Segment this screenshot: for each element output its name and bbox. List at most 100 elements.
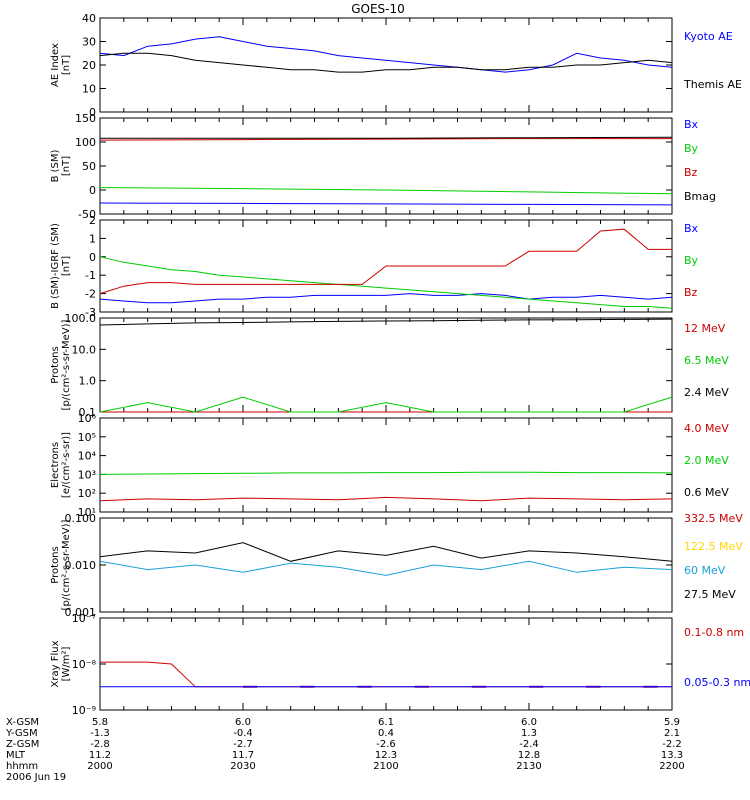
ytick-label: 30 <box>82 36 96 49</box>
xaxis-row-label: Z-GSM <box>6 739 39 750</box>
series-line-ae-1 <box>99 52 673 73</box>
ytick-label: 0 <box>89 184 96 197</box>
yaxis-label: Xray Flux <box>50 640 61 687</box>
series-line-protons_hi-2 <box>99 318 673 326</box>
series-line-ae-0 <box>99 36 673 73</box>
series-line-bfield-0 <box>99 202 673 206</box>
legend-entry: 0.05-0.3 nm <box>684 676 750 689</box>
yaxis-label: Protons <box>50 346 61 383</box>
ytick-label: 10³ <box>78 468 96 481</box>
xaxis-value: 6.0 <box>521 717 537 728</box>
xaxis-value: -2.7 <box>233 739 253 750</box>
xaxis-value: 6.1 <box>378 717 394 728</box>
ytick-label: 10 <box>82 83 96 96</box>
legend-entry: Bz <box>684 166 698 179</box>
ytick-label: 10.0 <box>72 343 97 356</box>
xaxis-value: -0.4 <box>233 728 253 739</box>
ytick-label: 10¹ <box>78 506 96 519</box>
legend-entry: 60 MeV <box>684 564 726 577</box>
legend-entry: 0.6 MeV <box>684 486 729 499</box>
ytick-label: 0.010 <box>65 559 97 572</box>
series-line-xray-0 <box>100 661 672 688</box>
legend-entry: By <box>684 142 699 155</box>
ytick-label: -2 <box>85 288 96 301</box>
legend-entry: 332.5 MeV <box>684 512 743 525</box>
panel-frame-bfield <box>99 117 673 215</box>
xaxis-row-label: 2006 Jun 19 <box>6 772 66 783</box>
ytick-label: 10⁻⁷ <box>72 612 96 625</box>
legend-entry: 12 MeV <box>684 322 726 335</box>
ytick-label: 150 <box>75 112 96 125</box>
ytick-label: 100 <box>75 136 96 149</box>
xaxis-value: -2.8 <box>90 739 110 750</box>
panel-frame-protons_lo <box>99 517 673 613</box>
plot-title: GOES-10 <box>351 2 405 16</box>
legend-entry: 27.5 MeV <box>684 588 736 601</box>
xaxis-row-label: hhmm <box>6 761 38 772</box>
ytick-label: 50 <box>82 160 96 173</box>
yaxis-label: [p/(cm²-s-sr-MeV)] <box>61 319 72 410</box>
ytick-label: 0.1 <box>79 406 97 419</box>
legend-entry: Themis AE <box>683 78 742 91</box>
xaxis-value: -2.6 <box>376 739 396 750</box>
series-line-electrons-1 <box>99 471 673 475</box>
xaxis-value: 2.1 <box>664 728 680 739</box>
series-line-bfield-2 <box>99 138 672 141</box>
yaxis-label: [nT] <box>61 256 72 276</box>
ytick-label: 1 <box>89 232 96 245</box>
xaxis-value: -1.3 <box>90 728 110 739</box>
yaxis-label: [nT] <box>61 55 72 75</box>
ytick-label: 40 <box>82 12 96 25</box>
legend-entry: By <box>684 254 699 267</box>
xaxis-value: 2030 <box>230 761 255 772</box>
series-line-bdiff-2 <box>99 228 672 295</box>
legend-entry: Bz <box>684 286 698 299</box>
ytick-label: 2 <box>89 214 96 227</box>
series-line-bdiff-1 <box>99 256 673 309</box>
xaxis-value: 5.8 <box>92 717 108 728</box>
xaxis-row-label: X-GSM <box>6 717 39 728</box>
legend-entry: 2.0 MeV <box>684 454 729 467</box>
ytick-label: 10⁵ <box>78 431 96 444</box>
xaxis-row-label: MLT <box>6 750 26 761</box>
series-line-protons_lo-1 <box>99 542 673 562</box>
ytick-label: 10⁶ <box>78 412 97 425</box>
ytick-label: 0.100 <box>65 512 97 525</box>
yaxis-label: Electrons <box>50 442 61 488</box>
xaxis-value: 2130 <box>516 761 541 772</box>
series-line-electrons-0 <box>99 496 673 502</box>
legend-entry: 4.0 MeV <box>684 422 729 435</box>
xaxis-value: 13.3 <box>661 750 683 761</box>
xaxis-value: 0.4 <box>378 728 394 739</box>
yaxis-label: B (SM) <box>50 149 61 182</box>
series-line-protons_lo-0 <box>99 560 673 576</box>
legend-entry: Kyoto AE <box>684 30 733 43</box>
xaxis-value: 6.0 <box>235 717 251 728</box>
legend-entry: 122.5 MeV <box>684 540 743 553</box>
yaxis-label: [nT] <box>61 156 72 176</box>
xaxis-row-label: Y-GSM <box>5 728 38 739</box>
xaxis-value: 12.3 <box>375 750 397 761</box>
ytick-label: 100.0 <box>65 312 97 325</box>
legend-entry: 2.4 MeV <box>684 386 729 399</box>
xaxis-value: 12.8 <box>518 750 540 761</box>
ytick-label: -50 <box>78 208 96 221</box>
yaxis-label: Protons <box>50 546 61 583</box>
panel-frame-xray <box>99 617 673 711</box>
legend-entry: 0.1-0.8 nm <box>684 626 744 639</box>
xaxis-value: 11.7 <box>232 750 254 761</box>
ytick-label: 0 <box>89 106 96 119</box>
series-line-bfield-1 <box>99 187 673 195</box>
legend-entry: Bx <box>684 222 699 235</box>
ytick-label: 1.0 <box>79 375 97 388</box>
xaxis-value: 11.2 <box>89 750 111 761</box>
series-line-bdiff-0 <box>99 293 673 304</box>
xaxis-value: 2100 <box>373 761 398 772</box>
xaxis-value: 1.3 <box>521 728 537 739</box>
ytick-label: 0 <box>89 251 96 264</box>
series-line-bfield-3 <box>100 136 673 139</box>
yaxis-label: B (SM)-IGRF (SM) <box>50 223 61 309</box>
series-line-protons_hi-1 <box>99 396 673 413</box>
